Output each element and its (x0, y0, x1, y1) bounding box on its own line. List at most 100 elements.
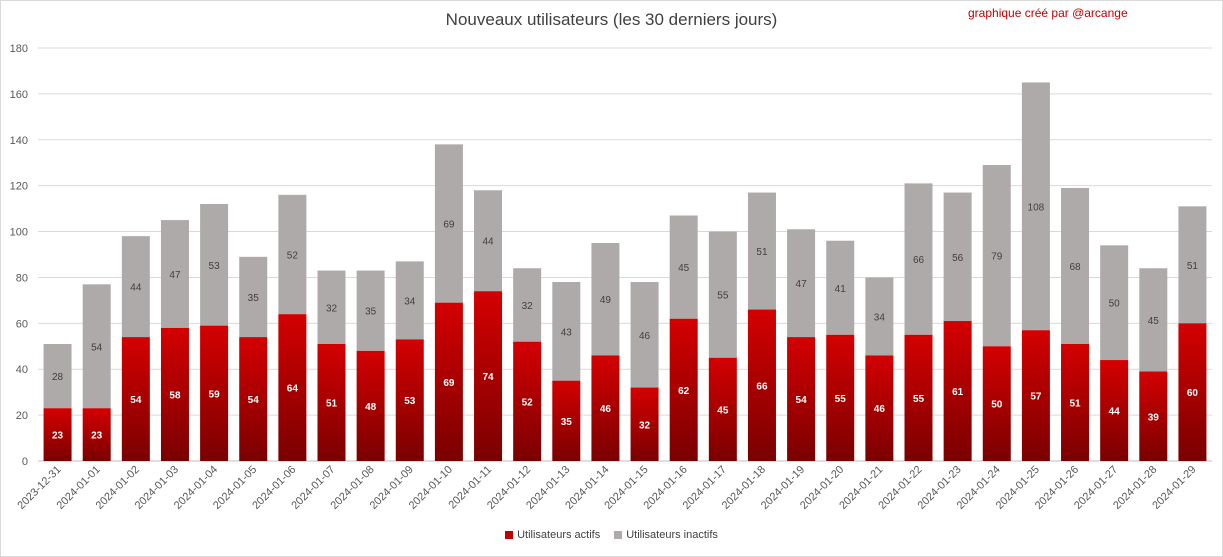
bar-inactive (1021, 82, 1050, 331)
bar-active (943, 321, 972, 461)
bar-inactive (708, 231, 737, 358)
data-label-inactive: 44 (482, 237, 494, 248)
bar-inactive (434, 144, 463, 303)
bar-inactive (943, 192, 972, 322)
bar-active (1061, 343, 1090, 461)
bar-inactive (239, 256, 268, 338)
data-label-active: 45 (717, 405, 729, 416)
bar-active (1139, 371, 1168, 461)
bar-inactive (787, 229, 816, 338)
bar-inactive (1061, 187, 1090, 344)
bar-active (200, 325, 229, 461)
data-label-active: 69 (443, 378, 455, 389)
data-label-inactive: 51 (1187, 261, 1199, 272)
legend-label-inactive: Utilisateurs inactifs (626, 529, 718, 541)
data-label-inactive: 45 (678, 263, 690, 274)
bar-active (239, 337, 268, 461)
data-label-active: 51 (1069, 398, 1081, 409)
data-label-active: 57 (1030, 392, 1042, 403)
data-label-inactive: 68 (1069, 262, 1081, 273)
y-tick-label: 180 (10, 43, 28, 55)
data-label-inactive: 66 (913, 255, 925, 266)
bar-inactive (982, 165, 1011, 347)
data-label-inactive: 49 (600, 295, 612, 306)
data-label-inactive: 43 (561, 327, 573, 338)
bar-inactive (356, 270, 385, 351)
bar-inactive (395, 261, 424, 340)
data-label-inactive: 35 (365, 307, 377, 318)
bar-active (630, 387, 659, 461)
data-label-inactive: 54 (91, 342, 103, 353)
data-label-active: 23 (91, 431, 103, 442)
bar-active (826, 334, 855, 461)
data-label-active: 44 (1109, 407, 1121, 418)
bar-active (82, 408, 111, 461)
bar-active (591, 355, 620, 461)
data-label-inactive: 47 (796, 279, 808, 290)
bar-active (982, 346, 1011, 461)
bar-inactive (669, 215, 698, 319)
data-label-active: 59 (209, 389, 221, 400)
data-label-inactive: 55 (717, 291, 729, 302)
legend-item-active: Utilisateurs actifs (505, 529, 600, 541)
bar-active (1021, 330, 1050, 461)
bar-active (747, 309, 776, 461)
bar-active (317, 343, 346, 461)
bar-inactive (43, 343, 72, 409)
data-label-active: 54 (130, 395, 142, 406)
bar-inactive (513, 268, 542, 342)
data-label-active: 53 (404, 396, 416, 407)
bar-active (552, 380, 581, 461)
data-label-inactive: 34 (874, 312, 886, 323)
bar-inactive (552, 282, 581, 381)
data-label-active: 48 (365, 402, 377, 413)
chart-credit: graphique créé par @arcange (968, 6, 1128, 20)
data-label-inactive: 69 (443, 220, 455, 231)
data-label-active: 32 (639, 420, 651, 431)
bar-inactive (121, 236, 150, 338)
data-label-inactive: 53 (209, 261, 221, 272)
bar-inactive (200, 204, 229, 326)
y-tick-label: 100 (10, 227, 28, 239)
bar-active (121, 337, 150, 461)
legend-item-inactive: Utilisateurs inactifs (614, 529, 718, 541)
y-tick-label: 120 (10, 181, 28, 193)
data-label-active: 58 (169, 390, 181, 401)
data-label-inactive: 47 (169, 270, 181, 281)
bar-active (160, 327, 189, 461)
bar-inactive (474, 190, 503, 292)
data-label-active: 54 (796, 395, 808, 406)
bar-inactive (747, 192, 776, 310)
bar-active (865, 355, 894, 461)
data-label-active: 55 (835, 394, 847, 405)
data-label-inactive: 51 (756, 247, 768, 258)
chart-legend: Utilisateurs actifs Utilisateurs inactif… (0, 529, 1223, 541)
bar-inactive (1100, 245, 1129, 361)
bar-active (474, 291, 503, 461)
data-label-active: 23 (52, 431, 64, 442)
bar-inactive (630, 282, 659, 388)
legend-swatch-inactive (614, 531, 623, 539)
data-label-active: 39 (1148, 412, 1160, 423)
bar-inactive (826, 240, 855, 335)
data-label-inactive: 34 (404, 296, 416, 307)
bar-inactive (160, 220, 189, 328)
bar-inactive (1178, 206, 1207, 324)
bar-inactive (317, 270, 346, 344)
chart-title: Nouveaux utilisateurs (les 30 derniers j… (445, 10, 778, 29)
bar-active (513, 341, 542, 461)
y-tick-label: 20 (16, 410, 28, 422)
data-label-inactive: 79 (991, 252, 1003, 263)
bar-inactive (1139, 268, 1168, 372)
bar-active (787, 337, 816, 461)
legend-swatch-active (505, 531, 514, 539)
data-label-active: 64 (287, 384, 299, 395)
data-label-active: 55 (913, 394, 925, 405)
data-label-inactive: 35 (248, 293, 260, 304)
data-label-active: 46 (600, 404, 612, 415)
data-label-inactive: 28 (52, 372, 64, 383)
bar-active (708, 357, 737, 461)
data-label-active: 60 (1187, 388, 1199, 399)
bar-active (1100, 360, 1129, 461)
bar-active (278, 314, 307, 461)
